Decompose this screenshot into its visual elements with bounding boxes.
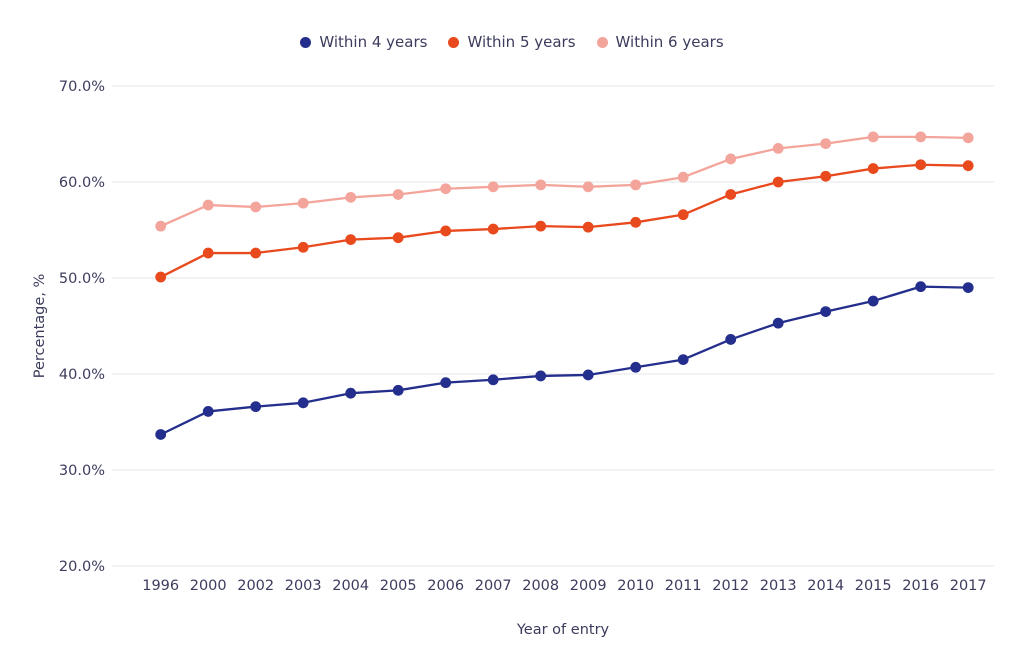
x-tick-label: 2006 [427,578,464,594]
x-tick-label: 1996 [142,578,179,594]
data-point-within-6-years-2008 [535,179,547,191]
data-point-within-5-years-2010 [630,216,642,228]
x-tick-label: 2005 [380,578,417,594]
data-point-within-4-years-2006 [440,377,452,389]
x-tick-label: 2008 [522,578,559,594]
legend-dot-icon [448,36,460,48]
data-point-within-6-years-2012 [725,153,737,165]
data-point-within-6-years-1996 [155,220,167,232]
data-point-within-6-years-2010 [630,179,642,191]
data-point-within-5-years-2017 [962,160,974,172]
legend-label: Within 6 years [615,33,724,51]
legend-item-within-4-years: Within 4 years [300,33,427,51]
data-point-within-5-years-2008 [535,220,547,232]
data-point-within-5-years-2012 [725,189,737,200]
data-point-within-6-years-2004 [345,191,357,203]
y-tick-label: 20.0% [59,559,105,575]
data-point-within-5-years-2013 [772,176,784,188]
data-point-within-5-years-1996 [155,271,167,283]
data-point-within-6-years-2000 [202,199,214,211]
x-tick-label: 2004 [332,578,369,594]
data-point-within-4-years-2004 [345,387,357,399]
data-point-within-6-years-2011 [677,171,689,183]
x-axis-title: Year of entry [516,622,610,638]
x-tick-label: 2014 [807,578,844,594]
data-point-within-4-years-2000 [202,406,214,417]
legend-label: Within 4 years [319,33,428,51]
legend-item-within-5-years: Within 5 years [448,33,576,51]
data-point-within-6-years-2017 [962,132,974,144]
data-point-within-5-years-2007 [487,223,499,235]
data-point-within-6-years-2016 [915,131,927,143]
data-point-within-6-years-2005 [392,189,404,200]
y-tick-label: 40.0% [59,367,105,383]
chart-legend: Within 4 years Within 5 years Within 6 yea… [0,33,1024,51]
x-tick-label: 2015 [855,578,892,594]
data-point-within-4-years-2002 [250,401,262,413]
series-line-within-6-years [160,135,969,228]
data-point-within-4-years-2005 [392,384,404,396]
data-point-within-5-years-2011 [677,209,689,221]
data-point-within-4-years-2015 [867,295,879,307]
data-point-within-6-years-2015 [867,131,879,143]
data-point-within-6-years-2013 [772,143,784,154]
data-point-within-4-years-1996 [155,429,167,440]
data-point-within-4-years-2010 [630,361,642,373]
data-point-within-6-years-2003 [297,197,309,209]
data-point-within-4-years-2007 [487,374,499,386]
x-tick-label: 2017 [950,578,987,594]
legend-dot-icon [300,36,312,48]
series-line-within-4-years [160,285,969,436]
data-point-within-5-years-2000 [202,247,214,259]
data-point-within-4-years-2014 [820,306,832,317]
data-point-within-4-years-2008 [535,370,547,382]
data-point-within-4-years-2003 [297,397,309,409]
y-tick-label: 60.0% [59,175,105,191]
y-tick-label: 70.0% [59,79,105,95]
data-point-within-4-years-2016 [915,281,927,293]
data-point-within-4-years-2017 [962,282,974,293]
x-tick-label: 2013 [760,578,797,594]
data-point-within-5-years-2006 [440,225,452,237]
x-tick-label: 2016 [902,578,939,594]
data-point-within-6-years-2002 [250,201,262,213]
data-point-within-4-years-2013 [772,317,784,329]
y-tick-label: 30.0% [59,463,105,479]
data-point-within-5-years-2016 [915,159,927,171]
data-point-within-5-years-2002 [250,247,262,259]
x-tick-label: 2000 [190,578,227,594]
legend-item-within-6-years: Within 6 years [596,33,724,51]
data-point-within-6-years-2009 [582,181,594,193]
legend-dot-icon [596,36,608,48]
x-tick-label: 2003 [285,578,322,594]
data-point-within-5-years-2004 [345,234,357,246]
series-line-within-5-years [160,163,969,279]
data-point-within-4-years-2012 [725,334,737,345]
data-point-within-5-years-2003 [297,241,309,253]
data-point-within-4-years-2011 [677,354,689,365]
data-point-within-5-years-2005 [392,232,404,244]
x-tick-label: 2009 [570,578,607,594]
data-point-within-5-years-2014 [820,170,832,182]
data-point-within-6-years-2007 [487,181,499,193]
data-point-within-6-years-2014 [820,138,832,150]
x-tick-label: 2011 [665,578,702,594]
data-point-within-5-years-2015 [867,163,879,174]
data-point-within-5-years-2009 [582,221,594,233]
legend-label: Within 5 years [467,33,576,51]
x-tick-label: 2012 [712,578,749,594]
y-axis-title: Percentage, % [32,274,48,379]
data-point-within-4-years-2009 [582,369,594,381]
y-tick-label: 50.0% [59,271,105,287]
data-point-within-6-years-2006 [440,183,452,195]
x-tick-label: 2002 [237,578,274,594]
x-tick-label: 2007 [475,578,512,594]
x-tick-label: 2010 [617,578,654,594]
